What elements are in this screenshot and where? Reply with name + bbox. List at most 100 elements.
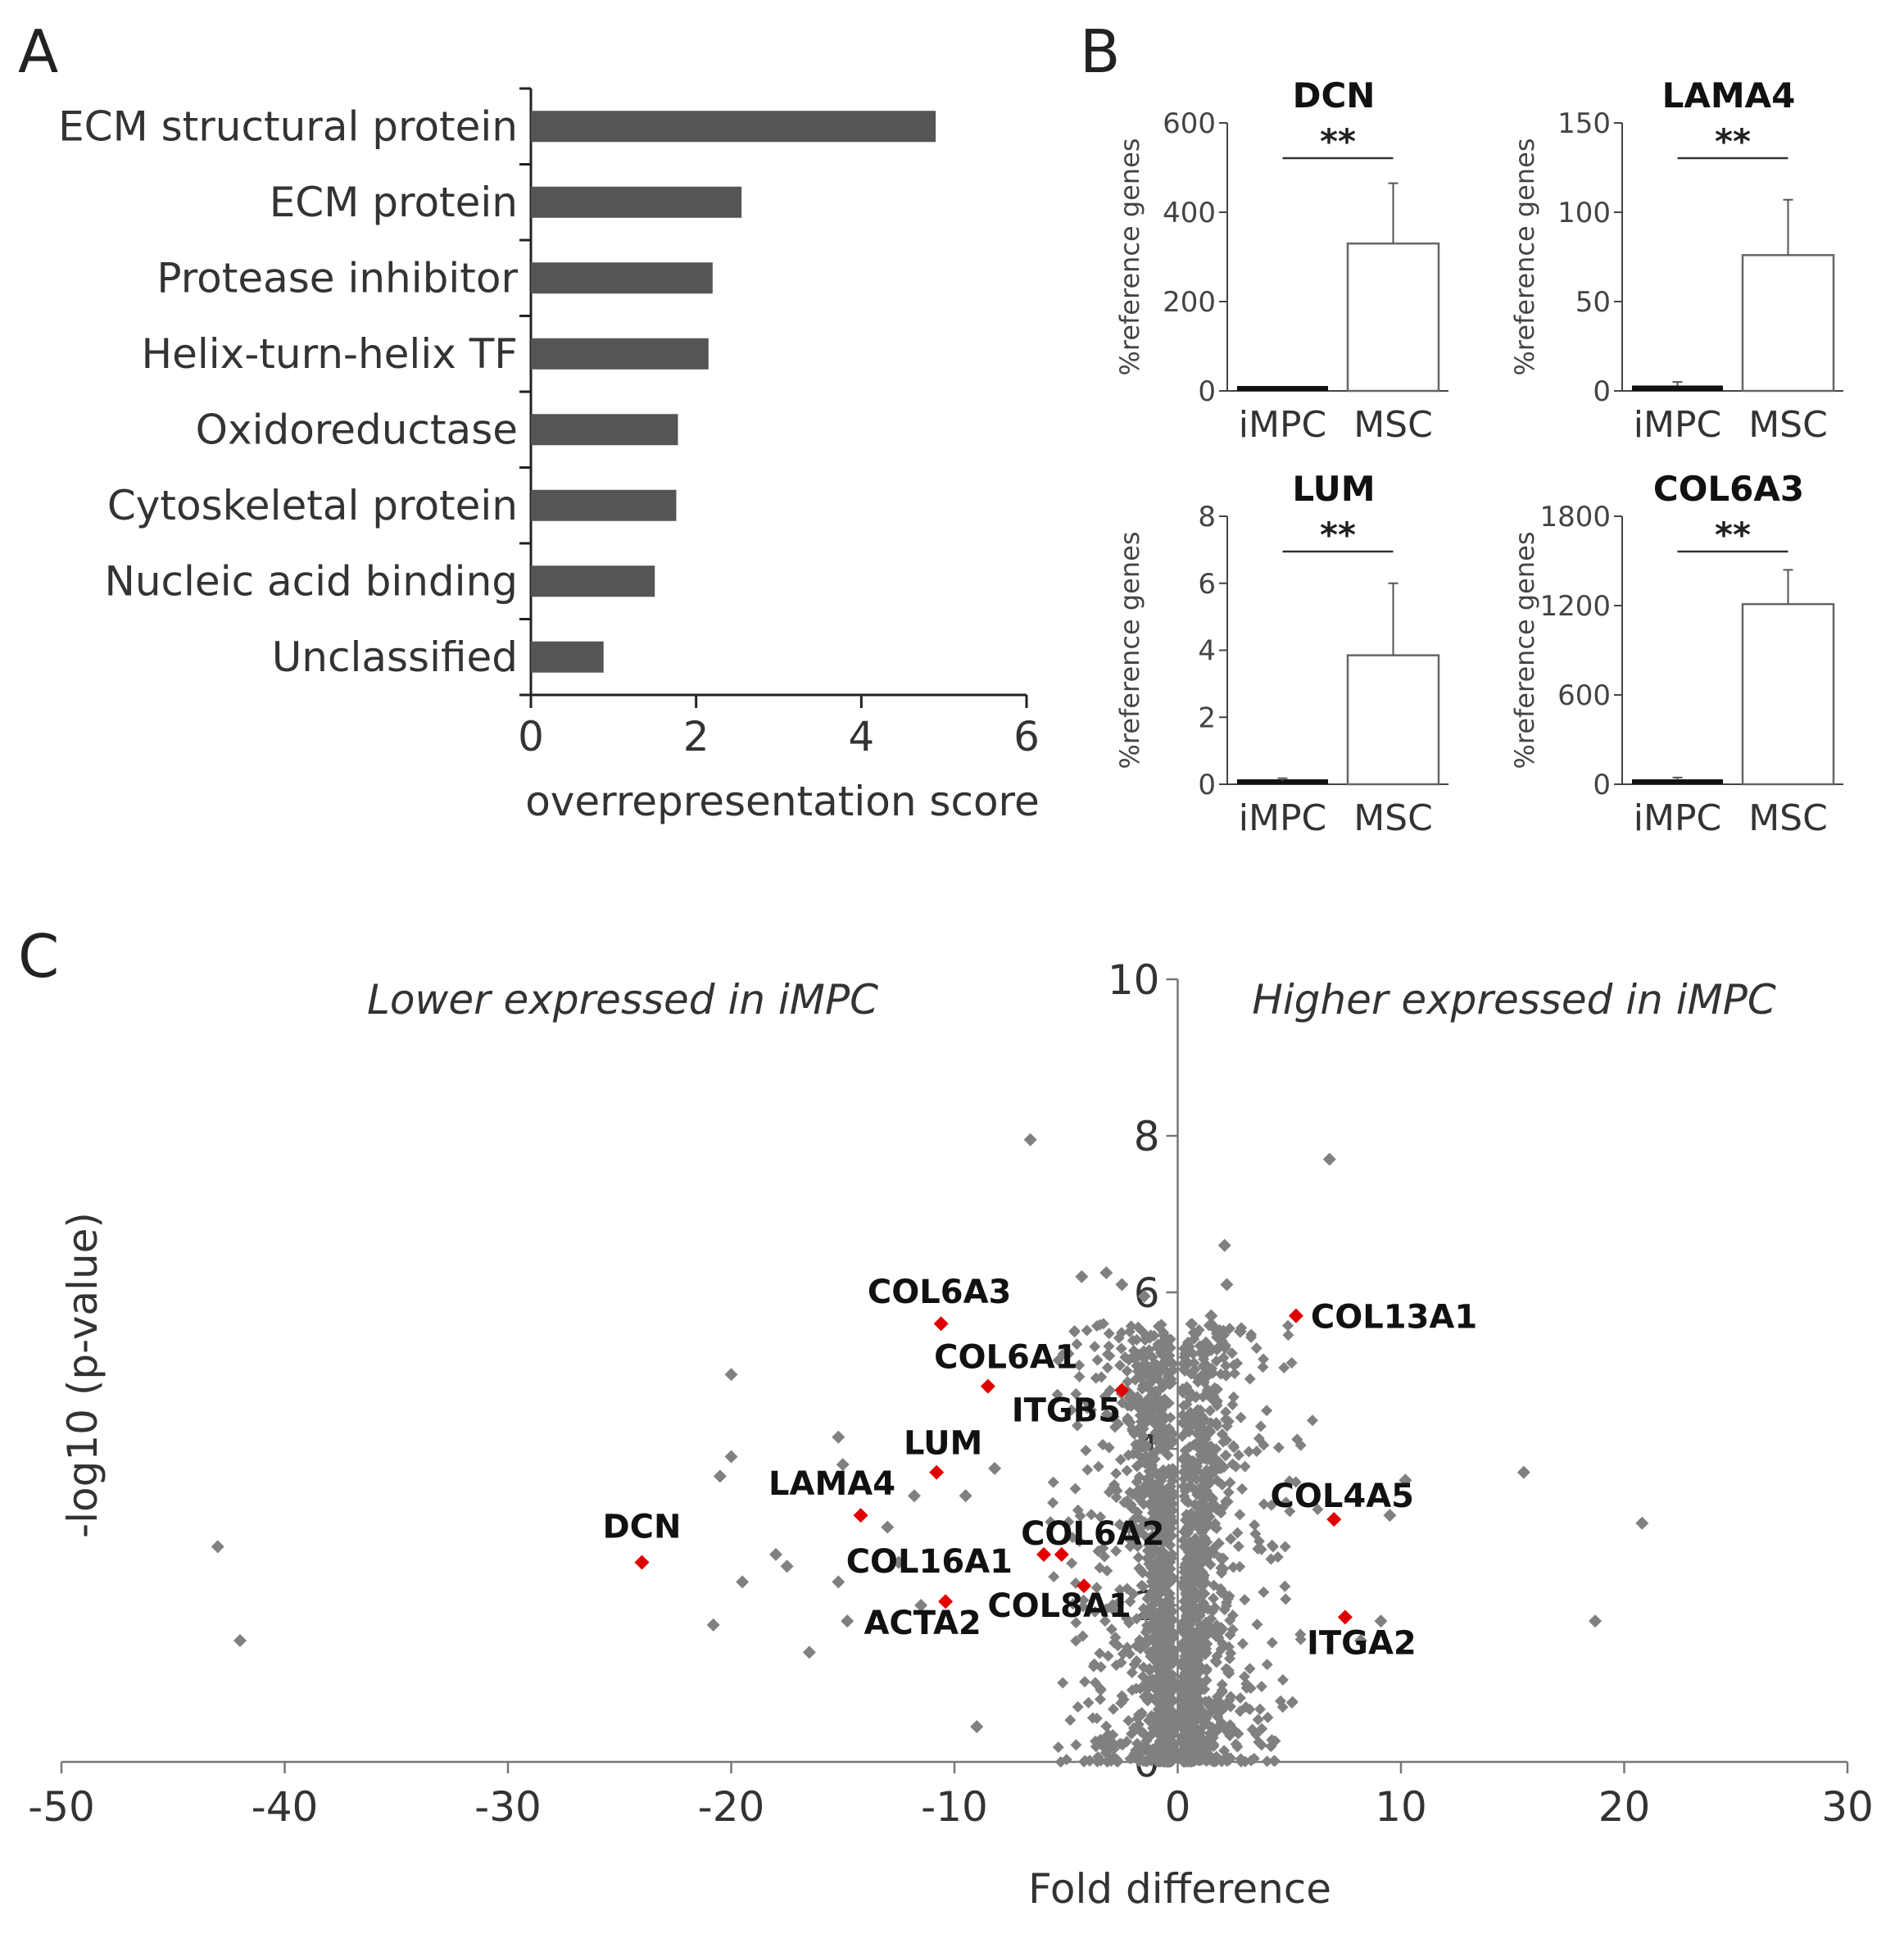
background-point <box>1075 1269 1089 1283</box>
background-point <box>1109 1632 1122 1644</box>
panel-a-x-tick-label: 2 <box>683 713 709 760</box>
background-point <box>1219 1450 1231 1462</box>
background-point <box>1122 1376 1134 1388</box>
background-point <box>1079 1676 1091 1688</box>
background-point <box>1185 1691 1198 1703</box>
background-point <box>1216 1567 1228 1579</box>
background-point <box>1176 1681 1189 1693</box>
background-point <box>1227 1723 1240 1736</box>
background-point <box>1278 1361 1290 1373</box>
subplot-y-tick-label: 100 <box>1557 197 1611 229</box>
background-point <box>1137 1289 1151 1303</box>
subplot-title: DCN <box>1293 75 1376 116</box>
background-point <box>1107 1729 1119 1741</box>
background-point <box>1057 1677 1069 1689</box>
background-point <box>1282 1329 1294 1342</box>
panel-a-bar-chart: overrepresentation score ECM structural … <box>58 87 1040 825</box>
background-point <box>1141 1400 1154 1412</box>
subplot-title: LAMA4 <box>1662 75 1796 116</box>
background-point <box>891 1555 905 1569</box>
subplot-y-tick-label: 0 <box>1593 375 1611 408</box>
highlight-point-lum <box>929 1464 945 1480</box>
background-point <box>1233 1324 1247 1338</box>
background-point <box>1199 1577 1212 1589</box>
background-point <box>1176 1660 1189 1673</box>
background-point <box>1115 1656 1127 1668</box>
background-point <box>1121 1736 1133 1748</box>
subplot-x-tick-label: MSC <box>1748 797 1828 839</box>
background-point <box>1280 1496 1292 1509</box>
background-point <box>1176 1387 1189 1399</box>
subplot-y-label: %reference genes <box>1509 138 1540 375</box>
background-point <box>1157 1528 1169 1540</box>
background-point <box>1122 1449 1135 1461</box>
background-point <box>1230 1738 1242 1750</box>
background-point <box>1065 1404 1077 1416</box>
background-point <box>1167 1718 1179 1730</box>
background-point <box>1220 1414 1232 1426</box>
background-point <box>1045 1516 1057 1528</box>
background-point <box>1178 1754 1190 1766</box>
highlight-label-col6a3: COL6A3 <box>868 1273 1011 1311</box>
background-point <box>1136 1707 1148 1719</box>
highlight-label-col13a1: COL13A1 <box>1311 1299 1477 1337</box>
background-point <box>1186 1716 1199 1728</box>
background-point <box>1137 1670 1149 1682</box>
background-point <box>1126 1727 1138 1740</box>
background-point <box>1322 1152 1336 1166</box>
background-point <box>1267 1541 1279 1553</box>
background-point <box>1215 1368 1227 1380</box>
background-point <box>1189 1632 1201 1644</box>
bar-impc-lum <box>1237 779 1328 784</box>
background-point <box>1130 1682 1142 1695</box>
subplot-x-tick-label: MSC <box>1353 797 1433 839</box>
background-point <box>1097 1318 1109 1330</box>
background-point <box>1189 1499 1201 1511</box>
background-point <box>1156 1362 1168 1374</box>
background-point <box>1108 1605 1121 1618</box>
background-point <box>1280 1593 1292 1605</box>
background-point <box>1178 1561 1190 1573</box>
background-point <box>1197 1720 1209 1732</box>
highlight-label-lum: LUM <box>904 1425 982 1463</box>
panel-a-category-label: ECM protein <box>270 179 518 226</box>
panel-c-x-tick-label: 20 <box>1598 1783 1651 1831</box>
background-point <box>1102 1650 1114 1662</box>
background-point <box>1286 1696 1299 1708</box>
background-point <box>1113 1596 1125 1609</box>
background-point <box>1078 1755 1090 1768</box>
panel-a-category-label: Nucleic acid binding <box>104 557 518 605</box>
background-point <box>1145 1460 1158 1473</box>
background-point <box>1127 1425 1139 1437</box>
background-point <box>1294 1628 1307 1641</box>
highlight-point-col6a1 <box>980 1378 995 1394</box>
background-point <box>1245 1755 1258 1767</box>
background-point <box>1206 1318 1218 1330</box>
background-point <box>802 1646 816 1659</box>
bar-impc-dcn <box>1237 386 1328 391</box>
background-point <box>1094 1647 1106 1659</box>
background-point <box>1256 1723 1268 1735</box>
panel-a-x-tick-label: 6 <box>1013 713 1040 760</box>
subplot-x-tick-label: iMPC <box>1239 404 1326 446</box>
highlight-point-lama4 <box>853 1508 868 1523</box>
background-point <box>1158 1422 1170 1434</box>
background-point <box>1066 1557 1078 1569</box>
background-point <box>1094 1693 1106 1705</box>
panel-c-xlabel: Fold difference <box>1028 1865 1331 1913</box>
background-point <box>1146 1634 1158 1646</box>
panel-c-x-tick-label: -50 <box>28 1783 95 1831</box>
background-point <box>769 1547 782 1561</box>
background-point <box>1166 1631 1178 1643</box>
background-point <box>1141 1592 1154 1605</box>
background-point <box>1204 1426 1217 1438</box>
background-point <box>1086 1509 1098 1521</box>
background-point <box>881 1520 895 1534</box>
background-point <box>1160 1549 1172 1561</box>
background-point <box>1199 1433 1212 1446</box>
subplot-lum: 0 2 4 6 8 iMPC MSC ** LUM %reference genes <box>1114 469 1448 839</box>
background-point <box>1081 1324 1093 1337</box>
background-point <box>1226 1399 1239 1411</box>
background-point <box>1160 1657 1172 1669</box>
background-point <box>1635 1516 1649 1530</box>
